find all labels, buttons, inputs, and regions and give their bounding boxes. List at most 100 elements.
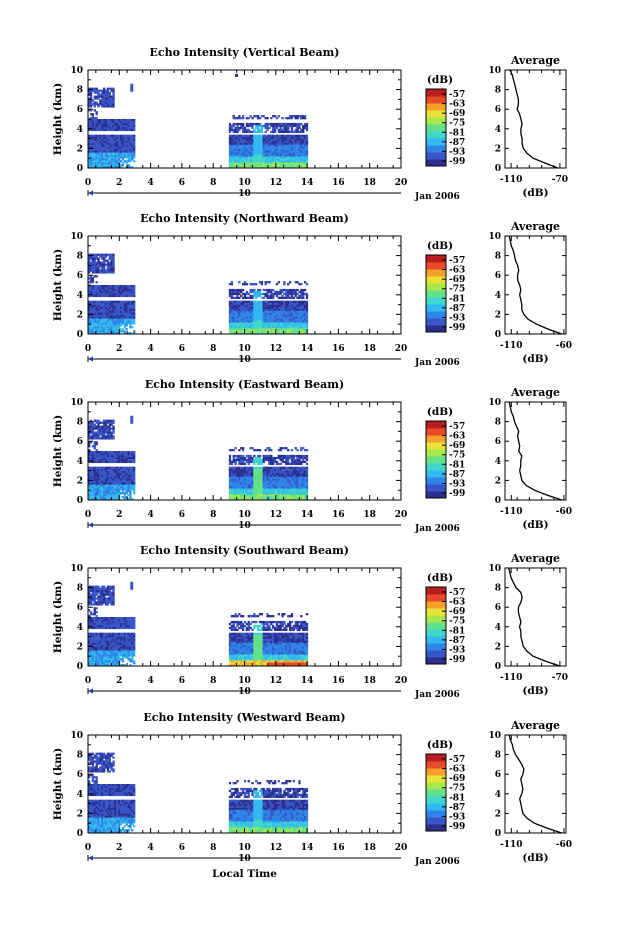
heatmap-cell — [277, 480, 280, 483]
heatmap-cell — [240, 494, 243, 497]
heatmap-cell — [253, 486, 256, 489]
heatmap-cell — [264, 326, 267, 329]
heatmap-cell — [95, 142, 98, 145]
heatmap-cell — [97, 452, 100, 456]
heatmap-cell — [272, 478, 275, 481]
heatmap-cell — [243, 144, 247, 147]
heatmap-cell — [101, 294, 104, 298]
heatmap-cell — [104, 263, 108, 266]
heatmap-cell — [303, 302, 307, 305]
heatmap-cell — [103, 486, 106, 489]
heatmap-cell — [294, 152, 297, 155]
heatmap-cell — [287, 454, 290, 458]
heatmap-cell — [294, 142, 297, 145]
heatmap-cell — [255, 294, 258, 298]
heatmap-cell — [238, 154, 241, 157]
heatmap-cell — [103, 89, 106, 92]
heatmap-cell — [245, 482, 249, 485]
heatmap-cell — [108, 433, 111, 436]
heatmap-cell — [251, 152, 254, 155]
heatmap-cell — [247, 490, 250, 493]
heatmap-cell — [262, 316, 265, 319]
heatmap-cell — [112, 310, 115, 313]
heatmap-cell — [285, 156, 288, 159]
heatmap-cell — [228, 302, 232, 305]
heatmap-cell — [262, 328, 265, 331]
heatmap-cell — [228, 318, 232, 321]
heatmap-cell — [236, 148, 239, 151]
heatmap-cell — [240, 318, 243, 321]
heatmap-cell — [273, 306, 277, 309]
heatmap-cell — [108, 302, 111, 305]
heatmap-cell — [285, 314, 288, 317]
heatmap-cell — [112, 148, 115, 151]
heatmap-cell — [125, 294, 128, 298]
heatmap-cell — [245, 117, 249, 120]
heatmap-cell — [279, 126, 282, 130]
heatmap-cell — [275, 283, 279, 286]
heatmap-cell — [264, 318, 267, 321]
heatmap-cell — [260, 162, 264, 165]
heatmap-cell — [249, 140, 252, 143]
heatmap-cell — [292, 156, 295, 159]
heatmap-cell — [116, 332, 119, 335]
heatmap-cell — [230, 302, 234, 305]
heatmap-cell — [296, 146, 299, 149]
heatmap-cell — [125, 454, 128, 458]
heatmap-cell — [133, 300, 136, 303]
heatmap-cell — [118, 140, 121, 143]
heatmap-cell — [106, 304, 110, 307]
heatmap-cell — [302, 140, 305, 143]
heatmap-cell — [288, 156, 292, 159]
heatmap-cell — [292, 470, 295, 473]
heatmap-cell — [104, 466, 108, 469]
y-tick-label: 0 — [77, 330, 83, 340]
heatmap-cell — [112, 322, 115, 325]
heatmap-cell — [302, 332, 305, 335]
heatmap-cell — [245, 458, 249, 462]
heatmap-cell — [103, 472, 106, 475]
heatmap-cell — [89, 437, 93, 440]
heatmap-cell — [232, 480, 235, 483]
heatmap-cell — [108, 290, 111, 294]
heatmap-cell — [264, 304, 267, 307]
heatmap-cell — [91, 476, 95, 479]
heatmap-cell — [264, 308, 267, 311]
heatmap-cell — [131, 470, 134, 473]
heatmap-cell — [287, 292, 290, 296]
heatmap-cell — [238, 126, 241, 130]
heatmap-cell — [249, 324, 252, 327]
heatmap-cell — [93, 480, 96, 483]
heatmap-cell — [106, 328, 110, 331]
heatmap-cell — [292, 146, 295, 149]
heatmap-cell — [281, 330, 284, 333]
heatmap-cell — [108, 162, 111, 165]
heatmap-cell — [123, 458, 126, 462]
heatmap-cell — [101, 429, 104, 432]
heatmap-cell — [116, 488, 119, 491]
heatmap-cell — [106, 326, 110, 329]
heatmap-cell — [260, 490, 264, 493]
heatmap-cell — [93, 150, 96, 153]
heatmap-cell — [270, 488, 273, 491]
heatmap-cell — [97, 138, 100, 141]
heatmap-cell — [290, 124, 294, 128]
heatmap-cell — [129, 466, 132, 469]
heatmap-cell — [249, 480, 252, 483]
heatmap-cell — [114, 134, 117, 137]
heatmap-cell — [305, 324, 309, 327]
heatmap-cell — [228, 449, 232, 452]
heatmap-cell — [116, 451, 119, 454]
heatmap-cell — [242, 138, 245, 141]
heatmap-cell — [118, 454, 121, 458]
heatmap-cell — [110, 120, 113, 124]
heatmap-cell — [255, 140, 258, 143]
heatmap-cell — [264, 332, 267, 335]
heatmap-cell — [281, 156, 284, 159]
heatmap-cell — [88, 304, 91, 307]
heatmap-cell — [103, 263, 106, 266]
heatmap-cell — [303, 150, 307, 153]
heatmap-cell — [108, 306, 111, 309]
heatmap-cell — [285, 152, 288, 155]
heatmap-cell — [234, 117, 237, 120]
